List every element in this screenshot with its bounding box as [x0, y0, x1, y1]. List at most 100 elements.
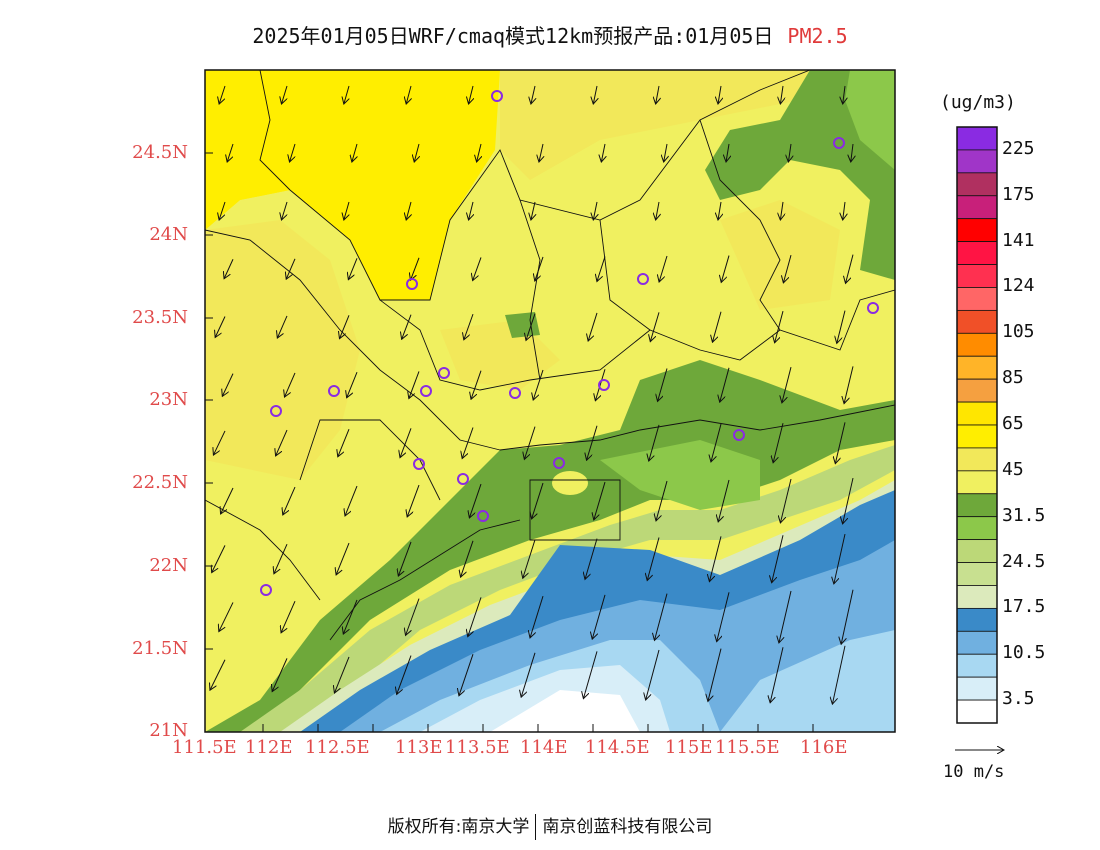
lat-label-22: 22N — [149, 555, 188, 576]
colorbar-level-label: 31.5 — [1002, 504, 1046, 526]
wind-arrow — [402, 314, 412, 340]
copyright-footer: 版权所有:南京大学 南京创蓝科技有限公司 — [0, 812, 1100, 840]
wind-arrow — [521, 652, 536, 697]
colorbar-swatch — [956, 195, 998, 220]
wind-arrow — [720, 367, 730, 402]
lat-label-23: 23N — [149, 389, 188, 410]
colorbar-level-label: 141 — [1002, 229, 1035, 251]
org-nju: 南京大学 — [461, 817, 530, 837]
wind-arrow — [585, 538, 598, 580]
wind-arrow — [397, 655, 412, 695]
wind-arrow — [656, 201, 659, 220]
wind-arrow — [406, 85, 411, 104]
wind-arrow — [595, 369, 606, 400]
wind-arrow — [469, 201, 473, 220]
station-marker — [260, 584, 272, 596]
colorbar-swatch — [956, 676, 998, 701]
wind-arrow — [219, 602, 234, 631]
colorbar-swatch — [956, 378, 998, 403]
station-marker — [733, 429, 745, 441]
wind-arrow — [410, 257, 420, 280]
lat-label-24-5: 24.5N — [132, 142, 188, 163]
wind-arrow — [588, 312, 598, 341]
wind-arrow — [406, 598, 420, 636]
lat-label-21-5: 21.5N — [132, 638, 188, 659]
colorbar-frame — [956, 126, 998, 724]
wind-arrow — [400, 428, 412, 457]
wind-arrow — [281, 85, 288, 104]
wind-arrow — [533, 369, 544, 400]
station-marker — [328, 385, 340, 397]
wind-arrow — [523, 539, 536, 579]
colorbar-swatch — [956, 424, 998, 449]
station-marker — [509, 387, 521, 399]
wind-arrow — [531, 201, 535, 220]
wind-arrow — [334, 656, 350, 693]
wind-arrow — [339, 315, 350, 338]
wind-arrow — [844, 366, 854, 403]
lon-label-115: 115E — [665, 737, 713, 758]
lat-label-22-5: 22.5N — [132, 472, 188, 493]
wind-arrow — [649, 424, 660, 461]
wind-arrow — [658, 368, 668, 402]
wind-arrow — [531, 85, 535, 104]
station-marker — [438, 367, 450, 379]
wind-arrow — [594, 481, 606, 520]
wind-arrow — [281, 201, 288, 220]
wind-arrow — [464, 313, 474, 340]
wind-arrow — [336, 542, 350, 575]
wind-arrow — [712, 311, 722, 342]
wind-arrow — [213, 430, 226, 455]
colorbar-swatch — [956, 516, 998, 541]
colorbar-level-label: 175 — [1002, 183, 1035, 205]
wind-arrow — [846, 254, 854, 284]
wind-arrow — [276, 429, 288, 456]
wind-arrow — [773, 423, 784, 463]
lon-label-111-5: 111.5E — [172, 737, 237, 758]
wind-arrow — [718, 85, 721, 104]
wind-arrow — [832, 645, 846, 704]
colorbar-swatch — [956, 264, 998, 288]
wind-arrow — [592, 594, 606, 639]
colorbar-unit: (ug/m3) — [940, 92, 1016, 113]
wind-arrow — [597, 256, 606, 281]
wind-arrow — [210, 659, 226, 690]
colorbar-swatch — [956, 172, 998, 197]
station-marker — [598, 379, 610, 391]
wind-arrow — [471, 370, 482, 400]
station-marker — [867, 302, 879, 314]
wind-arrow — [406, 201, 411, 220]
colorbar-swatch — [956, 241, 998, 265]
lon-label-112-5: 112.5E — [305, 737, 370, 758]
colorbar-swatch — [956, 332, 998, 357]
wind-arrow — [530, 595, 544, 638]
wind-arrow — [717, 592, 730, 641]
colorbar-level-label: 85 — [1002, 367, 1024, 389]
wind-arrow — [286, 258, 296, 279]
wind-arrow — [219, 85, 226, 104]
wind-arrow — [783, 254, 792, 283]
colorbar-swatch — [956, 149, 998, 174]
station-marker — [270, 405, 282, 417]
copyright-prefix: 版权所有: — [387, 817, 462, 837]
wind-arrow — [212, 545, 226, 572]
colorbar-level-label: 24.5 — [1002, 550, 1046, 572]
wind-arrow — [348, 258, 358, 279]
wind-arrow — [593, 85, 597, 104]
wind-arrow — [779, 590, 792, 643]
lat-label-24: 24N — [149, 224, 188, 245]
wind-arrow — [344, 85, 349, 104]
wind-arrow — [290, 143, 296, 162]
colorbar-swatch — [956, 218, 998, 243]
wind-arrow — [782, 366, 792, 403]
lon-label-113: 113E — [395, 737, 443, 758]
lon-label-112: 112E — [245, 737, 293, 758]
wind-arrow — [274, 544, 288, 574]
wind-arrow — [459, 654, 474, 696]
wind-arrow — [469, 85, 473, 104]
plot-frame — [204, 69, 896, 733]
wind-arrow — [726, 143, 729, 162]
colorbar-swatch — [956, 355, 998, 380]
wind-arrow — [656, 480, 668, 521]
